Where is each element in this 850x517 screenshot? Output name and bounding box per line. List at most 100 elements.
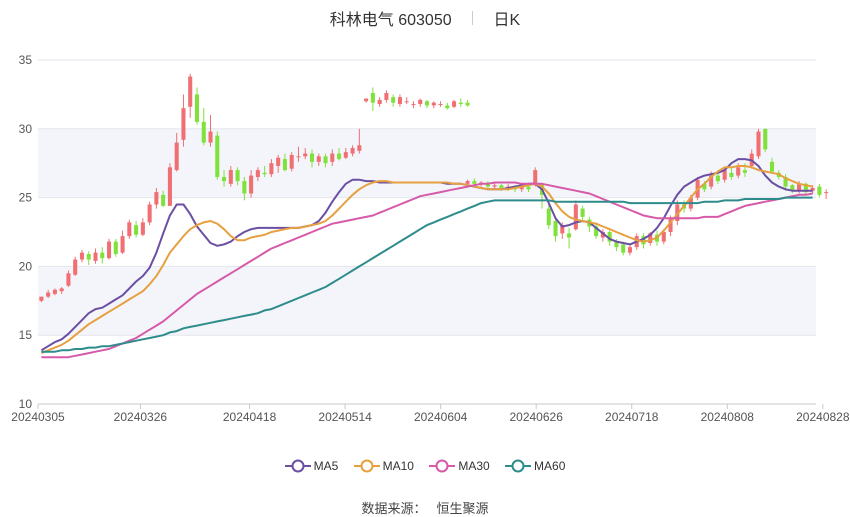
candle-up	[39, 296, 44, 301]
candle-up	[736, 167, 741, 176]
candle-up	[343, 152, 348, 158]
candle-down	[309, 153, 315, 162]
candle-down	[86, 254, 91, 260]
candle-down	[337, 153, 342, 160]
candle-down	[134, 225, 139, 235]
x-tick-label: 20240626	[509, 410, 563, 424]
candle-down	[282, 159, 287, 171]
candle-up	[140, 222, 145, 235]
y-tick-label: 20	[19, 259, 33, 273]
candle-down	[370, 93, 375, 103]
y-tick-label: 30	[19, 122, 33, 136]
candle-up	[228, 170, 233, 184]
candle-down	[742, 170, 747, 173]
candle-up	[722, 170, 727, 180]
candle-up	[276, 157, 281, 166]
candle-down	[161, 194, 166, 206]
candle-up	[107, 241, 112, 259]
candle-up	[364, 98, 369, 102]
candle-up	[573, 204, 578, 230]
candle-down	[526, 186, 531, 190]
candle-up	[627, 247, 632, 253]
candle-down	[594, 226, 599, 237]
candle-down	[614, 241, 619, 248]
candle-down	[242, 181, 247, 194]
x-tick-label: 20240808	[701, 410, 755, 424]
legend-item-ma30[interactable]: MA30	[429, 458, 490, 473]
candle-down	[262, 172, 267, 175]
candle-down	[553, 220, 558, 237]
legend-marker-ma10	[353, 459, 380, 473]
candle-down	[201, 121, 206, 143]
candle-up	[797, 183, 802, 191]
candle-up	[824, 192, 829, 194]
candle-up	[533, 170, 538, 186]
candle-up	[330, 153, 335, 162]
candle-up	[411, 104, 416, 106]
candle-up	[167, 167, 172, 206]
legend-item-ma5[interactable]: MA5	[284, 458, 338, 473]
candle-up	[289, 154, 294, 169]
series-line-ma60	[41, 196, 813, 353]
legend-marker-ma30	[429, 459, 456, 473]
series-line-ma30	[41, 181, 813, 359]
candle-down	[621, 244, 626, 253]
data-source: 数据来源： 恒生聚源	[0, 498, 850, 517]
candle-down	[499, 185, 504, 188]
candle-up	[303, 153, 308, 157]
candle-up	[73, 259, 78, 275]
candle-down	[783, 176, 788, 187]
chart-title: 科林电气 603050 日K	[0, 6, 850, 29]
title-separator	[472, 11, 474, 25]
grid-band	[38, 266, 816, 336]
candle-down	[472, 181, 477, 184]
legend-marker-ma60	[505, 459, 532, 473]
candle-down	[100, 252, 105, 259]
candle-down	[715, 175, 720, 182]
period-label: 日K	[493, 12, 521, 29]
candle-up	[208, 131, 213, 143]
candle-down	[729, 172, 734, 177]
candle-down	[546, 208, 551, 226]
legend-label-ma30: MA30	[458, 458, 490, 473]
candle-up	[452, 101, 457, 107]
candle-up	[709, 175, 714, 187]
x-tick-label: 20240828	[796, 410, 850, 424]
x-tick-label: 20240418	[223, 410, 277, 424]
candle-up	[316, 156, 321, 162]
stock-name: 科林电气 603050	[329, 12, 452, 29]
y-tick-label: 25	[19, 191, 33, 205]
candle-up	[519, 186, 524, 190]
candle-down	[391, 97, 396, 103]
candle-down	[567, 233, 572, 238]
candle-down	[763, 128, 768, 150]
legend: MA5 MA10 MA30 MA60	[0, 458, 850, 473]
source-label: 数据来源：	[361, 501, 427, 516]
candle-up	[431, 102, 436, 106]
legend-item-ma60[interactable]: MA60	[505, 458, 565, 473]
y-tick-label: 10	[19, 397, 33, 411]
x-tick-label: 20240305	[11, 410, 65, 424]
candle-down	[580, 208, 585, 217]
candle-up	[384, 93, 389, 100]
candle-down	[215, 135, 220, 177]
legend-label-ma10: MA10	[382, 458, 414, 473]
candle-up	[93, 252, 98, 261]
candle-down	[458, 102, 463, 105]
y-tick-label: 35	[19, 53, 33, 67]
candle-down	[323, 156, 328, 164]
candle-down	[194, 94, 200, 122]
candle-down	[607, 232, 612, 242]
candle-up	[350, 148, 355, 154]
candle-up	[492, 185, 497, 187]
candle-up	[600, 232, 605, 238]
candle-up	[377, 99, 382, 105]
candle-up	[46, 292, 51, 297]
candle-up	[59, 288, 64, 292]
candle-up	[269, 163, 274, 175]
legend-item-ma10[interactable]: MA10	[353, 458, 414, 473]
candle-down	[113, 241, 118, 255]
candle-up	[465, 181, 470, 184]
candle-down	[235, 170, 240, 182]
